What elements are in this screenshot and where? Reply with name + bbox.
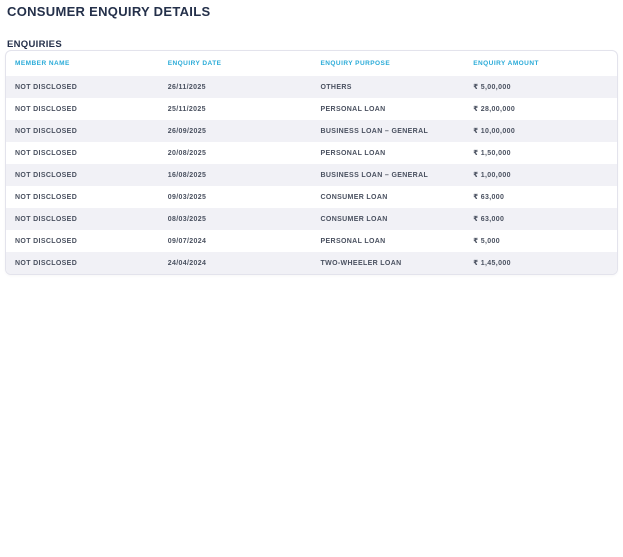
table-row: NOT DISCLOSED 24/04/2024 TWO-WHEELER LOAN ₹… (6, 252, 617, 274)
column-header-enquiry-purpose: ENQUIRY PURPOSE (320, 60, 391, 67)
table-row: NOT DISCLOSED 16/08/2025 BUSINESS LOAN – G… (6, 164, 617, 186)
cell-member-name: NOT DISCLOSED (15, 215, 78, 223)
cell-enquiry-amount: ₹ 5,000 (473, 238, 501, 245)
cell-enquiry-amount: ₹ 63,000 (473, 194, 505, 201)
cell-enquiry-date: 09/03/2025 (167, 193, 207, 201)
cell-enquiry-amount: ₹ 5,00,000 (473, 84, 511, 91)
cell-enquiry-date: 24/04/2024 (167, 259, 207, 267)
column-header-enquiry-date: ENQUIRY DATE (167, 60, 222, 67)
cell-enquiry-amount: ₹ 1,50,000 (473, 150, 511, 157)
cell-member-name: NOT DISCLOSED (15, 193, 78, 201)
cell-enquiry-date: 08/03/2025 (167, 215, 207, 223)
cell-member-name: NOT DISCLOSED (15, 127, 78, 135)
enquiries-card: MEMBER NAME ENQUIRY DATE ENQUIRY PURPOSE EN… (5, 50, 618, 275)
cell-enquiry-date: 16/08/2025 (167, 171, 207, 179)
cell-member-name: NOT DISCLOSED (15, 83, 78, 91)
table-row: NOT DISCLOSED 26/11/2025 OTHERS ₹ 5,00,000 (6, 76, 617, 98)
cell-enquiry-date: 20/08/2025 (167, 149, 207, 157)
cell-enquiry-purpose: BUSINESS LOAN – GENERAL (320, 127, 429, 135)
header-row: MEMBER NAME ENQUIRY DATE ENQUIRY PURPOSE EN… (6, 51, 617, 76)
table-row: NOT DISCLOSED 26/09/2025 BUSINESS LOAN – G… (6, 120, 617, 142)
page-title: CONSUMER ENQUIRY DETAILS (7, 4, 211, 19)
cell-enquiry-amount: ₹ 10,00,000 (473, 128, 516, 135)
enquiries-table-head: MEMBER NAME ENQUIRY DATE ENQUIRY PURPOSE EN… (6, 51, 617, 76)
cell-enquiry-purpose: PERSONAL LOAN (320, 149, 386, 157)
cell-member-name: NOT DISCLOSED (15, 105, 78, 113)
cell-enquiry-purpose: CONSUMER LOAN (320, 215, 388, 223)
enquiries-table: MEMBER NAME ENQUIRY DATE ENQUIRY PURPOSE EN… (6, 51, 617, 274)
column-header-enquiry-amount: ENQUIRY AMOUNT (473, 60, 539, 67)
enquiries-table-body: NOT DISCLOSED 26/11/2025 OTHERS ₹ 5,00,000 N… (6, 76, 617, 274)
cell-enquiry-amount: ₹ 63,000 (473, 216, 505, 223)
cell-enquiry-purpose: CONSUMER LOAN (320, 193, 388, 201)
section-title-enquiries: ENQUIRIES (7, 39, 62, 50)
cell-enquiry-date: 09/07/2024 (167, 237, 207, 245)
table-row: NOT DISCLOSED 25/11/2025 PERSONAL LOAN ₹ 28… (6, 98, 617, 120)
cell-member-name: NOT DISCLOSED (15, 149, 78, 157)
cell-enquiry-date: 25/11/2025 (167, 105, 206, 113)
cell-enquiry-amount: ₹ 1,00,000 (473, 172, 511, 179)
table-row: NOT DISCLOSED 20/08/2025 PERSONAL LOAN ₹ 1,… (6, 142, 617, 164)
cell-enquiry-purpose: PERSONAL LOAN (320, 237, 386, 245)
cell-member-name: NOT DISCLOSED (15, 237, 78, 245)
cell-enquiry-date: 26/09/2025 (167, 127, 207, 135)
cell-member-name: NOT DISCLOSED (15, 259, 78, 267)
cell-enquiry-purpose: TWO-WHEELER LOAN (320, 259, 402, 267)
cell-enquiry-date: 26/11/2025 (167, 83, 206, 91)
table-row: NOT DISCLOSED 08/03/2025 CONSUMER LOAN ₹ 63… (6, 208, 617, 230)
table-row: NOT DISCLOSED 09/03/2025 CONSUMER LOAN ₹ 63… (6, 186, 617, 208)
cell-enquiry-amount: ₹ 1,45,000 (473, 260, 511, 267)
cell-enquiry-purpose: BUSINESS LOAN – GENERAL (320, 171, 429, 179)
cell-enquiry-purpose: OTHERS (320, 83, 352, 91)
cell-enquiry-amount: ₹ 28,00,000 (473, 106, 516, 113)
table-row: NOT DISCLOSED 09/07/2024 PERSONAL LOAN ₹ 5,… (6, 230, 617, 252)
column-header-member-name: MEMBER NAME (15, 60, 70, 67)
cell-member-name: NOT DISCLOSED (15, 171, 78, 179)
cell-enquiry-purpose: PERSONAL LOAN (320, 105, 386, 113)
